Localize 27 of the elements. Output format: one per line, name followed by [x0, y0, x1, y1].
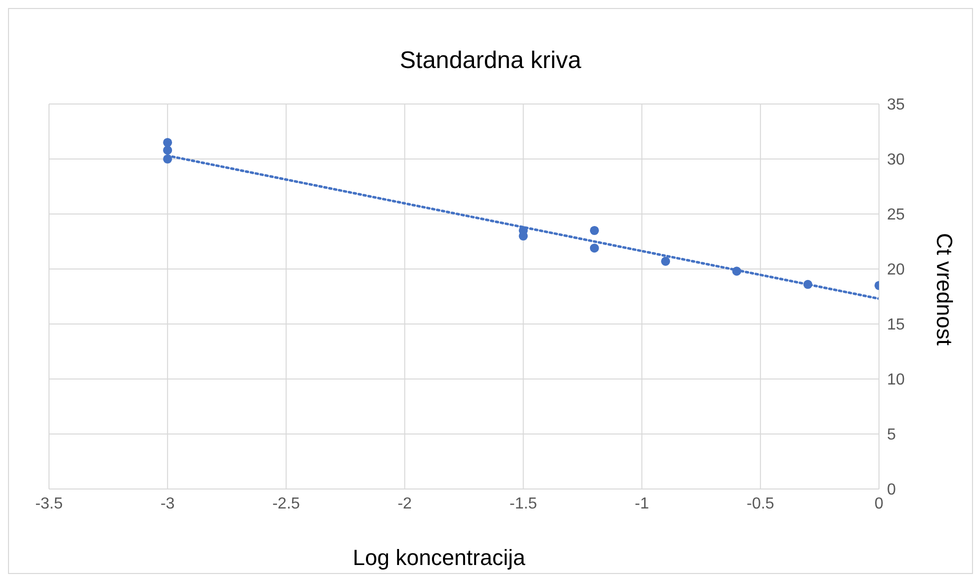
y-tick-label: 15 — [887, 316, 905, 334]
y-tick-label: 10 — [887, 372, 905, 389]
x-tick-label: -2.5 — [272, 495, 300, 512]
x-tick-label: -0.5 — [746, 495, 774, 512]
x-tick-label: -1.5 — [509, 495, 538, 512]
point — [163, 146, 172, 155]
x-tick-label: 0 — [874, 495, 884, 512]
point — [732, 266, 742, 276]
y-axis-title: Ct vrednost — [931, 232, 957, 346]
y-tick-label: 20 — [887, 262, 905, 279]
chart-title: Standardna kriva — [398, 47, 582, 75]
x-tick-label: -3.5 — [35, 495, 63, 512]
point — [803, 280, 812, 289]
point — [590, 226, 599, 236]
y-tick-label: 0 — [887, 482, 896, 499]
point — [590, 244, 599, 253]
x-axis-title: Log koncentracija — [352, 545, 526, 571]
y-tick-label: 5 — [887, 426, 896, 444]
x-tick-label: -2 — [398, 495, 412, 512]
point — [163, 154, 172, 164]
point — [163, 138, 172, 148]
point — [661, 256, 670, 266]
x-tick-label: -1 — [634, 495, 650, 512]
x-tick-label: -3 — [160, 495, 175, 512]
y-tick-label: 30 — [887, 152, 905, 169]
y-tick-label: 35 — [887, 96, 905, 114]
y-tick-label: 25 — [887, 206, 905, 224]
